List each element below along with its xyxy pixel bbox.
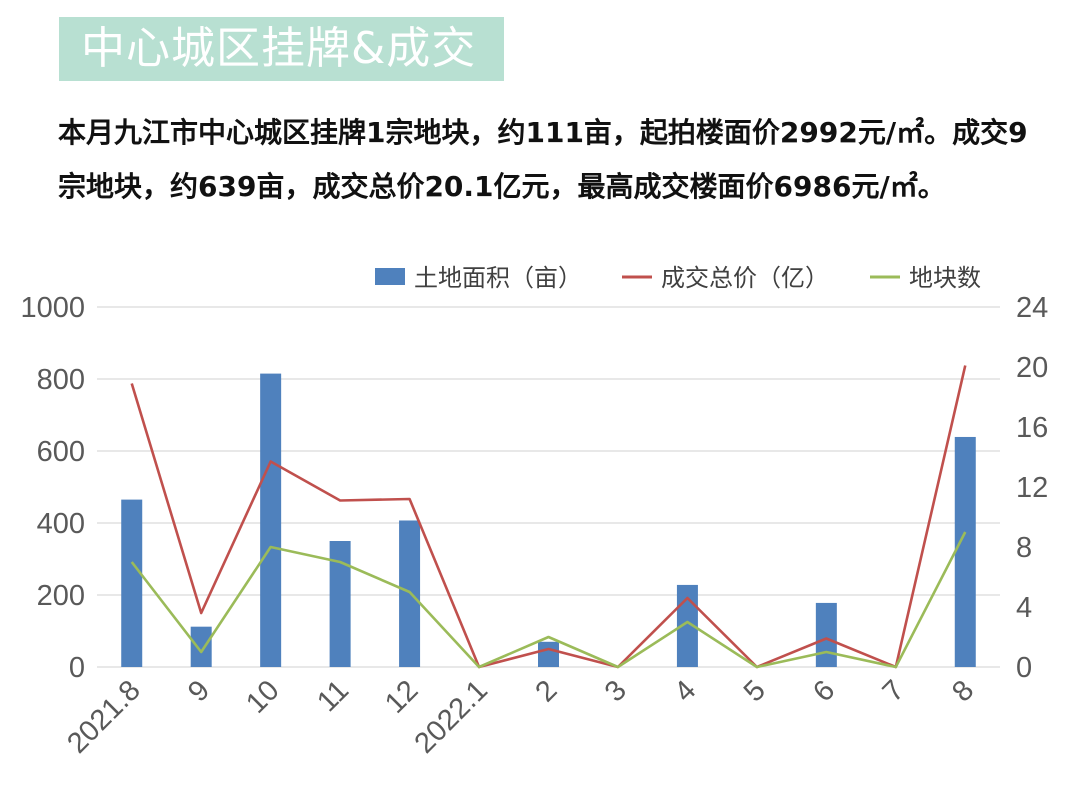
legend-label-count: 地块数	[909, 264, 981, 292]
x-tick-label: 11	[311, 674, 355, 718]
x-tick-label: 2	[529, 674, 563, 708]
bar	[260, 373, 282, 667]
parcel-count-line	[130, 531, 967, 669]
summary-text: 本月九江市中心城区挂牌1宗地块，约111亩，起拍楼面价2992元/㎡。成交9宗地…	[58, 116, 1028, 203]
right-tick-label: 0	[1016, 652, 1032, 684]
left-tick-label: 0	[69, 652, 85, 684]
left-tick-label: 1000	[20, 292, 85, 324]
right-tick-label: 4	[1016, 592, 1032, 624]
bar	[538, 641, 559, 667]
total-price-line	[130, 365, 967, 669]
bar	[190, 626, 212, 667]
x-tick-label: 8	[946, 674, 980, 708]
x-tick-label: 4	[668, 674, 702, 708]
x-tick-label: 2021.8	[61, 674, 146, 759]
left-tick-label: 200	[37, 580, 85, 612]
x-tick-label: 3	[599, 674, 633, 708]
left-tick-label: 600	[37, 436, 85, 468]
left-tick-label: 400	[37, 508, 85, 540]
x-tick-label: 10	[240, 674, 285, 719]
x-tick-label: 9	[182, 674, 216, 708]
right-tick-label: 24	[1016, 292, 1048, 324]
legend-label-price: 成交总价（亿）	[661, 264, 829, 292]
right-tick-label: 12	[1016, 472, 1048, 504]
page-title: 中心城区挂牌&成交	[81, 23, 477, 74]
right-tick-label: 8	[1016, 532, 1032, 564]
left-axis-ticks: 0 200 400 600 800 1000	[20, 292, 85, 684]
bar	[954, 436, 976, 667]
legend-label-area: 土地面积（亩）	[414, 264, 582, 292]
right-axis-ticks: 0 4 8 12 16 20 24	[1016, 292, 1048, 684]
left-tick-label: 800	[37, 364, 85, 396]
x-tick-label: 7	[877, 674, 911, 708]
bar	[121, 499, 143, 667]
x-tick-label: 12	[379, 674, 424, 719]
series-lines	[130, 365, 967, 669]
x-tick-label: 5	[738, 674, 772, 708]
gridlines	[97, 306, 1000, 668]
legend: 土地面积（亩） 成交总价（亿） 地块数	[375, 264, 981, 292]
x-tick-label: 6	[807, 674, 841, 708]
right-tick-label: 16	[1016, 412, 1048, 444]
bar	[815, 602, 837, 667]
legend-swatch-area	[375, 268, 405, 285]
x-tick-label: 2022.1	[409, 674, 494, 759]
area-bars	[121, 373, 976, 667]
bar	[329, 541, 351, 667]
title-banner: 中心城区挂牌&成交	[59, 17, 504, 81]
right-tick-label: 20	[1016, 352, 1048, 384]
bar	[676, 584, 698, 667]
